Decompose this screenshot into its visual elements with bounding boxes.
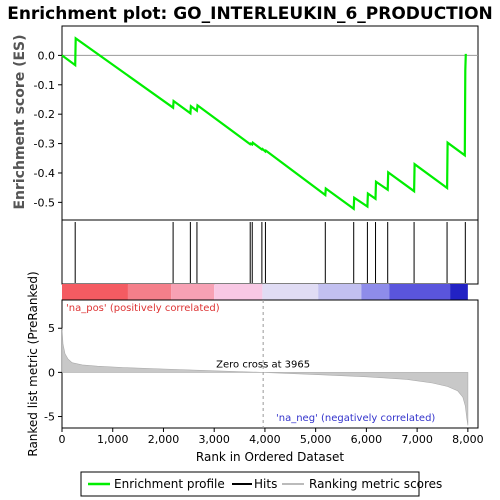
ranking-y-tick-label: 5 <box>48 322 55 335</box>
color-bar-segment <box>262 284 319 300</box>
es-y-tick-label: -0.5 <box>34 196 55 209</box>
color-bar-segment <box>127 284 172 300</box>
ranking-y-ticks: 5 0 -5 <box>44 322 62 424</box>
rank-color-bar <box>62 284 468 300</box>
color-bar-segment <box>171 284 215 300</box>
es-y-tick-label: -0.4 <box>34 167 55 180</box>
x-tick-label: 0 <box>59 433 66 446</box>
color-bar-segment <box>389 284 451 300</box>
es-y-axis-label: Enrichment score (ES) <box>12 34 28 209</box>
es-y-tick-label: 0.0 <box>38 49 56 62</box>
ranking-x-ticks: 0 1,000 2,000 3,000 4,000 5,000 6,000 7,000 8,00… <box>59 428 484 446</box>
x-tick-label: 2,000 <box>148 433 180 446</box>
x-tick-label: 3,000 <box>198 433 230 446</box>
es-y-ticks: 0.0 -0.1 -0.2 -0.3 -0.4 -0.5 <box>34 49 62 209</box>
es-y-tick-label: -0.3 <box>34 138 55 151</box>
hit-lines <box>74 222 466 283</box>
ranking-metric-area <box>61 328 469 426</box>
ranking-panel: Zero cross at 3965 'na_pos' (positively … <box>26 271 484 464</box>
legend-profile-label: Enrichment profile <box>114 477 225 491</box>
ranking-plot-frame <box>61 299 479 429</box>
ranking-y-axis-label: Ranked list metric (PreRanked) <box>26 271 40 456</box>
ranking-y-tick-label: 0 <box>48 366 55 379</box>
color-bar-segment <box>450 284 468 300</box>
x-axis-label: Rank in Ordered Dataset <box>196 450 344 464</box>
negative-correlation-label: 'na_neg' (negatively correlated) <box>276 413 435 424</box>
legend: Enrichment profile Hits Ranking metric s… <box>80 471 442 497</box>
legend-hits-label: Hits <box>254 477 277 491</box>
x-tick-label: 1,000 <box>97 433 129 446</box>
enrichment-profile-line <box>61 36 467 211</box>
color-bar-segment <box>62 284 128 300</box>
es-y-tick-label: -0.2 <box>34 108 55 121</box>
chart-title: Enrichment plot: GO_INTERLEUKIN_6_PRODUC… <box>7 4 493 24</box>
legend-metric-label: Ranking metric scores <box>309 477 442 491</box>
es-panel: 0.0 -0.1 -0.2 -0.3 -0.4 -0.5 Enrichment score… <box>12 25 479 221</box>
es-y-tick-label: -0.1 <box>34 79 55 92</box>
zero-cross-label: Zero cross at 3965 <box>216 359 310 370</box>
hits-panel <box>61 219 479 285</box>
color-bar-segment <box>214 284 263 300</box>
color-bar-segment <box>361 284 390 300</box>
x-tick-label: 4,000 <box>249 433 281 446</box>
hits-frame <box>61 219 479 285</box>
color-bar-segment <box>318 284 362 300</box>
x-tick-label: 6,000 <box>351 433 383 446</box>
x-tick-label: 7,000 <box>401 433 433 446</box>
positive-correlation-label: 'na_pos' (positively correlated) <box>66 303 220 314</box>
x-tick-label: 5,000 <box>300 433 332 446</box>
x-tick-label: 8,000 <box>452 433 484 446</box>
ranking-y-tick-label: -5 <box>44 411 55 424</box>
